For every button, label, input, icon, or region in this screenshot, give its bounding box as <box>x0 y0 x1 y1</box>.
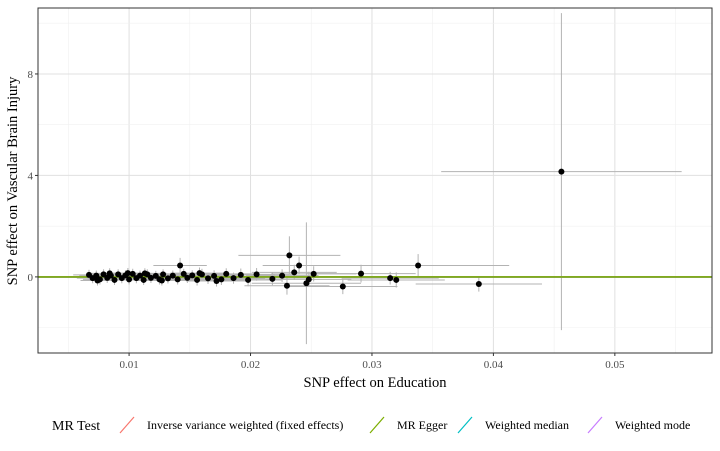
data-point <box>177 262 184 269</box>
data-point <box>339 283 346 290</box>
data-point <box>218 276 225 283</box>
data-point <box>475 281 482 287</box>
x-tick-label: 0.03 <box>362 359 382 371</box>
x-axis-ticks: 0.01 0.02 0.03 0.04 0.05 <box>119 353 625 371</box>
x-tick-label: 0.02 <box>241 359 260 371</box>
x-axis-title: SNP effect on Education <box>304 375 448 391</box>
legend-title: MR Test <box>52 419 100 434</box>
data-point <box>152 272 159 279</box>
data-point <box>141 270 148 277</box>
data-point <box>279 272 286 279</box>
data-point <box>100 271 107 278</box>
data-point <box>230 275 237 282</box>
data-point <box>158 277 165 284</box>
data-point <box>140 276 147 283</box>
legend-label: Weighted mode <box>615 418 690 432</box>
data-point <box>184 274 191 281</box>
legend-label: Weighted median <box>485 418 569 432</box>
y-tick-label: 8 <box>28 69 34 81</box>
legend: MR Test Inverse variance weighted (fixed… <box>52 416 690 434</box>
data-point <box>245 276 252 283</box>
plot-border <box>37 7 713 354</box>
y-tick-label: 4 <box>28 170 34 182</box>
data-point <box>118 275 125 282</box>
data-point <box>160 271 167 278</box>
data-point <box>196 270 203 277</box>
data-point <box>558 168 565 175</box>
data-point <box>358 270 365 277</box>
data-point <box>106 270 113 277</box>
data-point <box>133 275 140 282</box>
data-point <box>189 272 196 279</box>
x-tick-label: 0.05 <box>605 359 625 371</box>
legend-key-line <box>587 416 603 434</box>
data-points <box>86 168 565 290</box>
data-point <box>213 277 220 284</box>
data-point <box>291 269 298 276</box>
data-point <box>126 276 133 283</box>
data-point <box>269 275 276 282</box>
data-point <box>124 270 131 277</box>
data-point <box>237 271 244 278</box>
data-point <box>94 277 101 284</box>
data-point <box>194 276 201 283</box>
y-tick-label: 0 <box>28 272 34 284</box>
y-axis-ticks: 0 4 8 <box>28 69 38 284</box>
data-point <box>115 271 122 278</box>
x-tick-label: 0.01 <box>119 359 138 371</box>
data-point <box>253 271 260 278</box>
data-point <box>286 252 293 259</box>
data-point <box>387 275 394 282</box>
data-point <box>111 276 118 283</box>
data-point <box>305 276 312 283</box>
data-point <box>223 270 230 277</box>
data-point <box>174 276 181 283</box>
x-tick-label: 0.04 <box>484 359 504 371</box>
data-point <box>164 275 171 282</box>
plot-panel <box>38 8 712 353</box>
data-point <box>211 272 218 279</box>
data-point <box>296 262 303 269</box>
legend-key-line <box>457 416 473 434</box>
legend-key-line <box>119 416 135 434</box>
legend-label: Inverse variance weighted (fixed effects… <box>147 418 343 432</box>
data-point <box>180 270 187 277</box>
legend-label: MR Egger <box>397 418 447 432</box>
data-point <box>415 262 422 269</box>
data-point <box>310 270 317 277</box>
y-axis-title: SNP effect on Vascular Brain Injury <box>5 76 21 285</box>
data-point <box>169 272 176 279</box>
data-point <box>129 270 136 277</box>
data-point <box>393 276 400 283</box>
data-point <box>205 275 212 282</box>
data-point <box>283 282 290 289</box>
legend-key-line <box>369 416 385 434</box>
data-point <box>86 271 93 278</box>
